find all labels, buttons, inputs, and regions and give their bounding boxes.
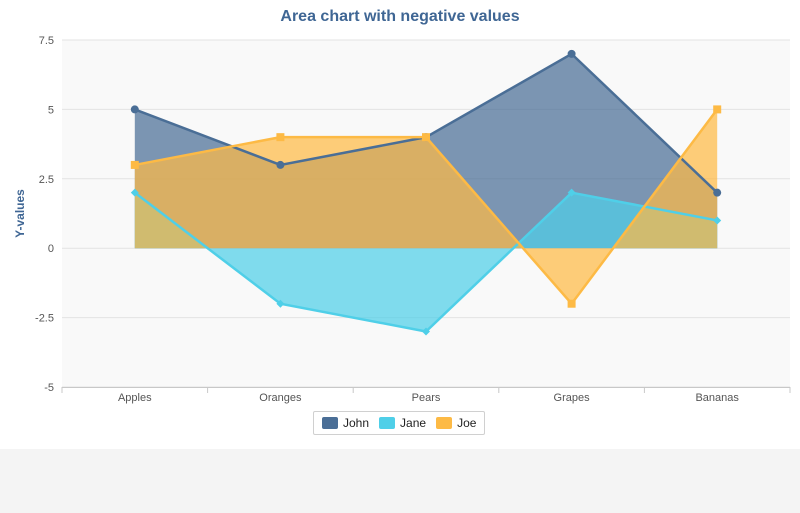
y-tick-label: -5	[44, 382, 54, 394]
legend-swatch	[379, 417, 396, 429]
point-jane	[713, 216, 722, 225]
point-john	[276, 160, 285, 169]
point-joe	[422, 133, 430, 142]
x-tick-label: Pears	[412, 392, 441, 404]
point-joe	[276, 133, 285, 142]
legend-item-joe[interactable]: Joe	[436, 416, 476, 430]
legend-label: Joe	[457, 416, 477, 430]
y-tick-label: -2.5	[35, 313, 54, 325]
point-joe	[713, 105, 722, 114]
point-jane	[276, 299, 285, 308]
point-jane	[567, 188, 576, 197]
point-john	[713, 188, 722, 197]
chart-card: Area chart with negative values 7.5 5 2.5 0…	[0, 0, 800, 449]
legend-swatch	[322, 417, 338, 429]
y-tick-label: 7.5	[39, 35, 54, 47]
point-jane	[422, 327, 430, 336]
y-tick-label: 2.5	[39, 174, 54, 186]
point-john	[567, 49, 576, 58]
y-tick-label: 0	[48, 243, 54, 255]
x-tick-label: Oranges	[259, 392, 302, 404]
x-tick-label: Apples	[118, 392, 152, 404]
x-tick-label: Grapes	[554, 392, 591, 404]
y-axis-title: Y-values	[13, 189, 27, 238]
chart-plot: 7.5 5 2.5 0 -2.5 -5 Apples Oranges Pears Grapes Ba…	[13, 35, 791, 404]
point-john	[130, 105, 139, 114]
legend-item-john[interactable]: John	[322, 416, 369, 430]
point-joe	[567, 299, 576, 308]
legend-label: John	[343, 416, 370, 430]
chart-legend: John Jane Joe	[313, 411, 486, 435]
x-tick-label: Bananas	[695, 392, 739, 404]
legend-swatch	[436, 417, 453, 429]
area-jane	[134, 192, 718, 332]
page-background	[0, 449, 800, 513]
point-jane	[130, 188, 139, 197]
legend-item-jane[interactable]: Jane	[379, 416, 426, 430]
legend-label: Jane	[400, 416, 427, 430]
point-joe	[130, 160, 139, 169]
chart-title: Area chart with negative values	[280, 8, 520, 25]
area-joe	[134, 109, 718, 304]
y-tick-label: 5	[48, 104, 54, 116]
